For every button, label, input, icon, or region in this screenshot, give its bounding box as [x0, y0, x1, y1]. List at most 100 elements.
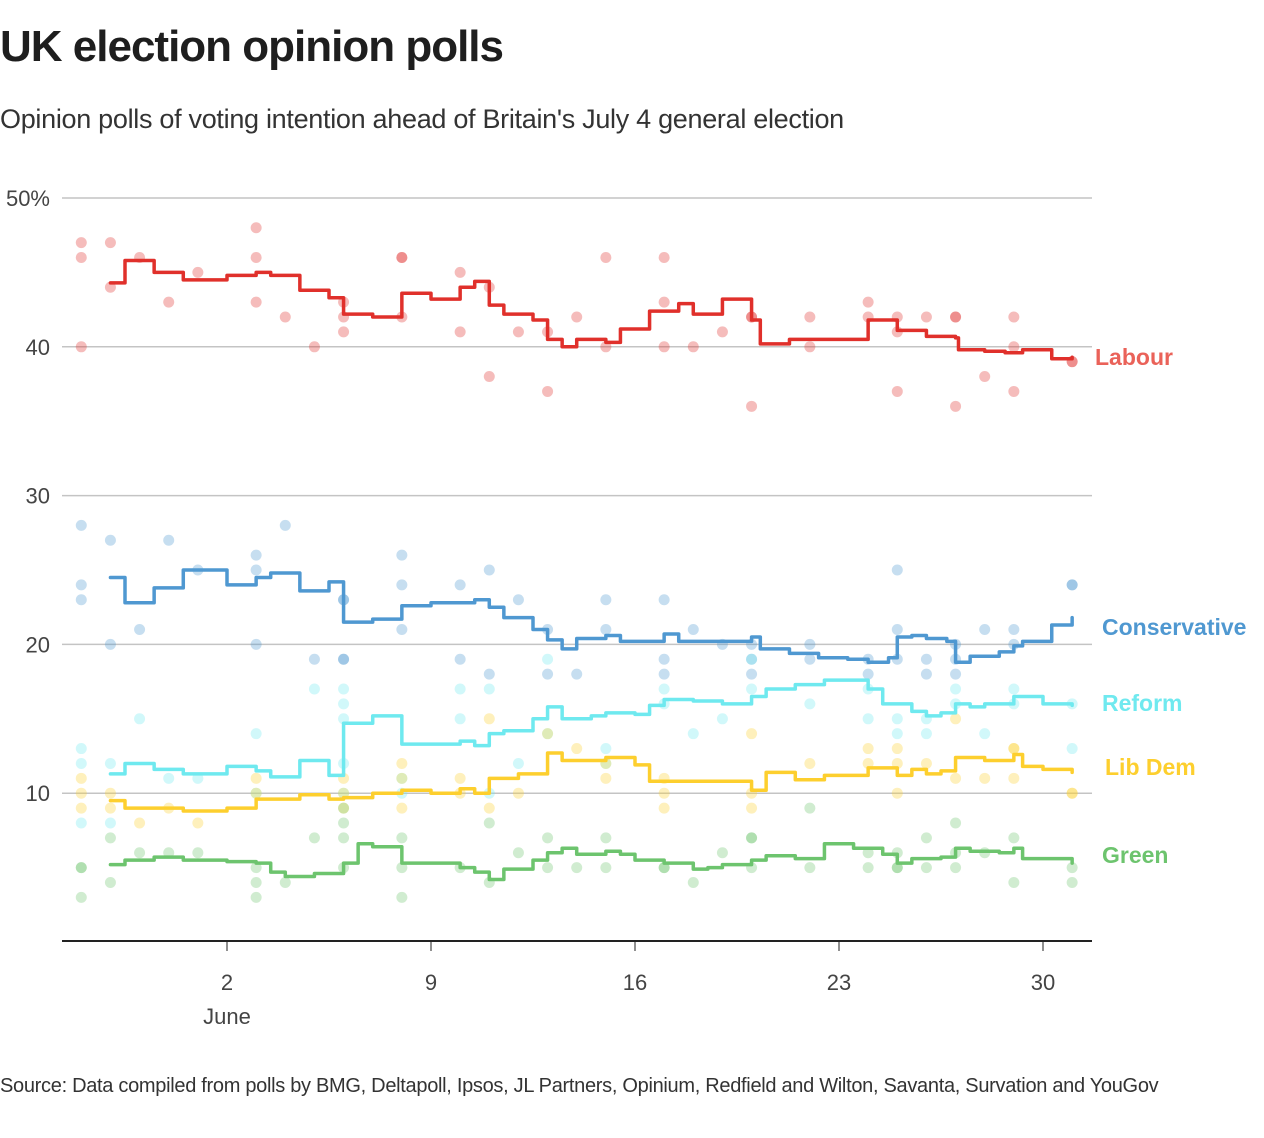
poll-dot-conservative	[658, 653, 670, 665]
poll-dot-conservative	[746, 668, 758, 680]
average-line-labour	[108, 258, 1074, 361]
poll-dot-green	[687, 876, 699, 888]
poll-dot-conservative	[891, 564, 903, 576]
series-labels: Labour Conservative Reform Lib Dem Green	[1095, 344, 1246, 868]
poll-dot-reform	[104, 817, 116, 829]
poll-dot-lib-dem	[1008, 772, 1020, 784]
average-line-reform	[108, 678, 1074, 779]
poll-dot-lib-dem	[1008, 743, 1020, 755]
series-label-green: Green	[1102, 842, 1168, 868]
poll-dot-reform	[338, 683, 350, 695]
poll-dot-labour	[920, 311, 932, 323]
poll-dot-lib-dem	[483, 713, 495, 725]
poll-dot-conservative	[1066, 579, 1078, 591]
poll-dot-green	[600, 832, 612, 844]
poll-dot-reform	[308, 683, 320, 695]
poll-dot-reform	[862, 713, 874, 725]
poll-dot-labour	[687, 341, 699, 353]
poll-dot-reform	[746, 653, 758, 665]
poll-dot-lib-dem	[134, 817, 146, 829]
poll-dot-lib-dem	[746, 728, 758, 740]
poll-dot-reform	[75, 757, 87, 769]
poll-dot-green	[804, 802, 816, 814]
poll-dot-conservative	[104, 534, 116, 546]
poll-dot-conservative	[308, 653, 320, 665]
poll-dot-conservative	[979, 624, 991, 636]
poll-dot-labour	[950, 311, 962, 323]
poll-dot-lib-dem	[571, 743, 583, 755]
poll-dot-conservative	[134, 624, 146, 636]
poll-dot-labour	[454, 266, 466, 278]
poll-dot-labour	[250, 222, 262, 234]
poll-dot-lib-dem	[250, 772, 262, 784]
poll-dot-green	[104, 832, 116, 844]
poll-dot-lib-dem	[658, 802, 670, 814]
poll-dot-conservative	[396, 624, 408, 636]
y-tick-label: 40	[26, 335, 50, 360]
poll-dot-conservative	[250, 549, 262, 561]
poll-dot-reform	[600, 743, 612, 755]
poll-dot-reform	[1066, 743, 1078, 755]
poll-dot-reform	[542, 728, 554, 740]
poll-dot-reform	[396, 772, 408, 784]
chart-title: UK election opinion polls	[0, 22, 504, 71]
poll-dot-lib-dem	[1066, 787, 1078, 799]
poll-dot-conservative	[75, 579, 87, 591]
poll-dot-lib-dem	[804, 757, 816, 769]
poll-dot-conservative	[600, 594, 612, 606]
y-tick-label: 50%	[6, 186, 50, 211]
poll-dot-conservative	[571, 668, 583, 680]
poll-dot-conservative	[396, 579, 408, 591]
poll-dot-conservative	[512, 594, 524, 606]
x-tick-label: 2	[221, 970, 233, 995]
poll-dot-reform	[687, 728, 699, 740]
poll-dot-lib-dem	[338, 802, 350, 814]
poll-dot-reform	[891, 713, 903, 725]
poll-dot-green	[338, 832, 350, 844]
poll-dot-lib-dem	[396, 802, 408, 814]
average-lines	[108, 258, 1074, 882]
poll-dot-conservative	[950, 668, 962, 680]
poll-dot-labour	[454, 326, 466, 338]
poll-dot-lib-dem	[658, 787, 670, 799]
y-tick-label: 30	[26, 484, 50, 509]
poll-dot-reform	[104, 757, 116, 769]
poll-dot-conservative	[483, 668, 495, 680]
poll-dot-conservative	[658, 594, 670, 606]
poll-dot-lib-dem	[950, 772, 962, 784]
poll-dot-green	[104, 876, 116, 888]
poll-dot-lib-dem	[483, 802, 495, 814]
poll-dot-reform	[338, 698, 350, 710]
chart-subtitle: Opinion polls of voting intention ahead …	[0, 104, 844, 134]
poll-dot-labour	[950, 311, 962, 323]
gridlines	[62, 197, 1092, 794]
poll-dot-conservative	[163, 534, 175, 546]
poll-dot-reform	[716, 713, 728, 725]
poll-dot-labour	[104, 237, 116, 249]
poll-dot-green	[746, 832, 758, 844]
poll-dot-labour	[804, 341, 816, 353]
poll-dot-conservative	[600, 624, 612, 636]
poll-dot-green	[75, 862, 87, 874]
poll-dot-labour	[75, 237, 87, 249]
poll-dot-reform	[163, 772, 175, 784]
poll-dot-green	[338, 817, 350, 829]
x-tick-label: 16	[623, 970, 647, 995]
poll-dot-lib-dem	[1066, 787, 1078, 799]
x-tick-label: 9	[425, 970, 437, 995]
poll-dot-reform	[920, 728, 932, 740]
poll-dot-reform	[950, 683, 962, 695]
poll-dot-conservative	[483, 564, 495, 576]
poll-dot-conservative	[396, 549, 408, 561]
average-line-conservative	[108, 568, 1074, 665]
poll-dot-labour	[658, 341, 670, 353]
poll-dot-reform	[75, 817, 87, 829]
poll-dot-reform	[134, 713, 146, 725]
poll-dot-conservative	[338, 653, 350, 665]
poll-dot-green	[1066, 876, 1078, 888]
poll-dot-conservative	[250, 638, 262, 650]
poll-dot-green	[75, 891, 87, 903]
poll-dot-green	[250, 891, 262, 903]
poll-dot-green	[75, 862, 87, 874]
poll-dot-reform	[891, 728, 903, 740]
